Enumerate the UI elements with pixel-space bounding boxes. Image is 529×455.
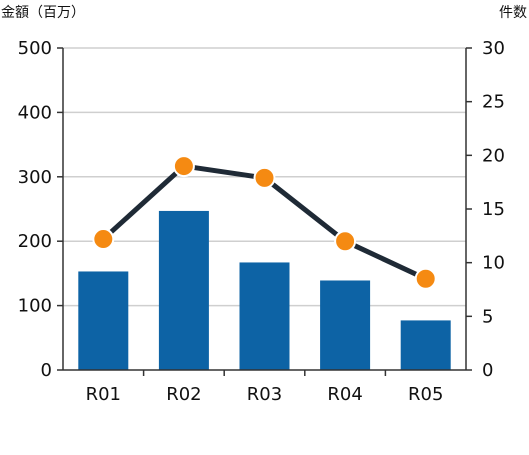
- right-tick-label: 20: [482, 145, 505, 166]
- line-point-R01: [92, 228, 115, 251]
- bar-R03: [239, 262, 290, 370]
- line-point-R02: [172, 155, 195, 178]
- left-tick-label: 500: [18, 38, 52, 59]
- bar-R04: [320, 280, 371, 370]
- category-label: R03: [247, 384, 282, 405]
- left-tick-label: 100: [18, 296, 52, 317]
- left-tick-label: 0: [41, 360, 52, 381]
- category-label: R02: [166, 384, 201, 405]
- left-tick-label: 400: [18, 102, 52, 123]
- category-label: R04: [327, 384, 362, 405]
- right-tick-label: 25: [482, 92, 505, 113]
- bar-R01: [78, 271, 129, 370]
- right-tick-label: 0: [482, 360, 493, 381]
- line-point-R04: [334, 230, 357, 253]
- right-tick-label: 10: [482, 253, 505, 274]
- right-tick-label: 30: [482, 38, 505, 59]
- bar-R02: [158, 210, 209, 370]
- bar-R05: [400, 320, 451, 370]
- line-point-R05: [414, 267, 437, 290]
- bar-series: [78, 210, 451, 370]
- axes: [57, 47, 472, 376]
- right-tick-label: 15: [482, 199, 505, 220]
- left-axis-title: 金額（百万）: [1, 5, 85, 21]
- right-tick-label: 5: [482, 306, 493, 327]
- category-label: R05: [408, 384, 443, 405]
- left-tick-label: 300: [18, 167, 52, 188]
- line-markers: [92, 155, 437, 290]
- category-label: R01: [86, 384, 121, 405]
- left-tick-label: 200: [18, 231, 52, 252]
- tick-labels: 0 100 200 300 400 500 0 5 10 15 20 25 30 R01 R02 R03 R04…: [18, 38, 505, 405]
- right-axis-title: 件数: [499, 5, 527, 21]
- line-point-R03: [253, 166, 276, 189]
